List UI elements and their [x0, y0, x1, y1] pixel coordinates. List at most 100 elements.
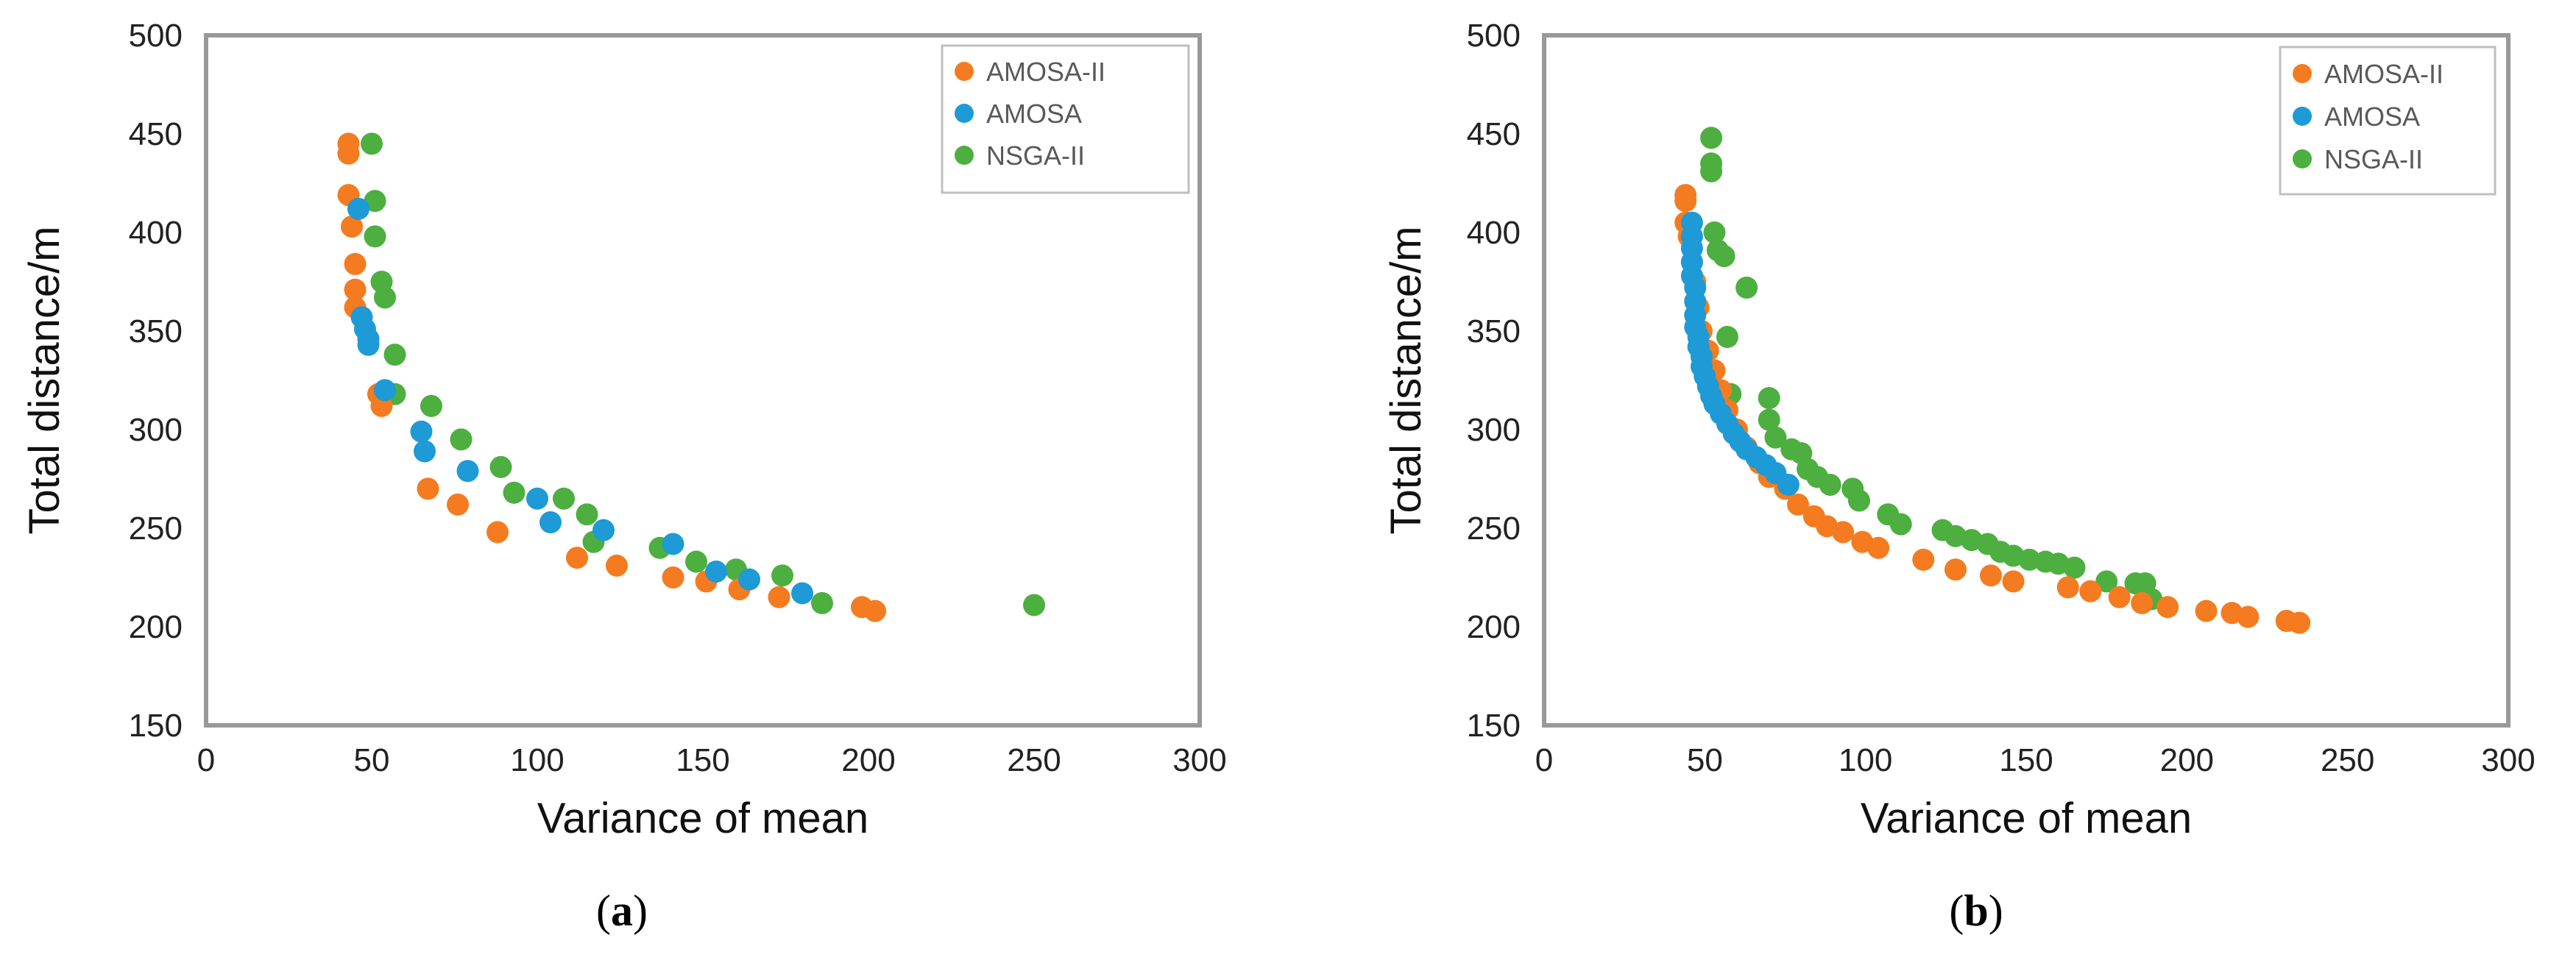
data-point-nsga-ii — [364, 225, 386, 248]
x-tick-label: 50 — [1687, 742, 1723, 778]
data-point-nsga-ii — [2095, 570, 2118, 593]
legend-label-amosa-ii: AMOSA-II — [986, 57, 1105, 87]
data-point-nsga-ii — [489, 455, 512, 478]
data-point-amosa-ii — [864, 600, 886, 622]
x-tick-label: 0 — [197, 742, 215, 778]
y-axis-title: Total distance/m — [1382, 226, 1430, 534]
y-tick-label: 150 — [1467, 708, 1521, 744]
data-point-amosa-ii — [1674, 190, 1697, 213]
data-point-nsga-ii — [685, 550, 707, 573]
data-point-nsga-ii — [1713, 245, 1735, 268]
data-point-amosa — [374, 379, 396, 402]
y-tick-label: 300 — [1467, 412, 1521, 448]
data-point-nsga-ii — [1703, 221, 1726, 243]
data-point-amosa-ii — [417, 477, 439, 500]
data-point-amosa-ii — [566, 547, 588, 569]
y-tick-label: 300 — [129, 412, 183, 448]
data-point-amosa — [662, 533, 684, 555]
x-axis-ticks: 0 50 100 150 200 250 300 — [197, 742, 1227, 778]
data-point-amosa-ii — [1786, 493, 1809, 516]
data-point-amosa — [414, 440, 436, 463]
data-point-nsga-ii — [1758, 387, 1780, 410]
data-point-amosa — [456, 460, 479, 483]
y-tick-label: 450 — [1467, 116, 1521, 152]
chart-panel-b: 0 50 100 150 200 250 300 150 200 250 300 350 400 450… — [1382, 18, 2536, 935]
y-axis-ticks: 150 200 250 300 350 400 450 500 — [129, 18, 183, 744]
data-point-amosa-ii — [2156, 596, 2179, 619]
y-tick-label: 350 — [1467, 313, 1521, 349]
y-axis-ticks: 150 200 250 300 350 400 450 500 — [1467, 18, 1521, 744]
data-point-amosa — [1777, 474, 1800, 497]
y-axis-title: Total distance/m — [21, 226, 68, 534]
data-point-nsga-ii — [1700, 127, 1723, 149]
y-tick-label: 250 — [129, 511, 183, 547]
data-point-nsga-ii — [1764, 426, 1787, 449]
y-tick-label: 500 — [129, 18, 183, 54]
y-tick-label: 250 — [1467, 511, 1521, 547]
x-axis-title: Variance of mean — [1861, 794, 2192, 842]
panel-label-letter: a — [611, 886, 633, 935]
legend: AMOSA-II AMOSA NSGA-II — [941, 44, 1190, 194]
data-point-amosa-ii — [606, 554, 628, 577]
x-axis-title: Variance of mean — [537, 794, 868, 842]
legend-marker-amosa-ii — [955, 62, 974, 81]
data-point-amosa — [791, 582, 813, 605]
x-axis-ticks: 0 50 100 150 200 250 300 — [1535, 742, 2536, 778]
data-point-amosa-ii — [662, 566, 684, 589]
chart-panel-a: 0 50 100 150 200 250 300 150 200 250 300 350 400 450… — [21, 18, 1227, 935]
data-point-amosa-ii — [768, 586, 790, 608]
data-point-amosa-ii — [2108, 586, 2131, 608]
y-tick-label: 350 — [129, 313, 183, 349]
data-point-amosa-ii — [1832, 521, 1855, 544]
data-point-nsga-ii — [2063, 556, 2086, 579]
data-point-nsga-ii — [450, 428, 473, 451]
legend-label-amosa: AMOSA — [986, 99, 1082, 129]
data-point-amosa — [738, 568, 760, 591]
legend-marker-nsga-ii — [955, 146, 974, 165]
data-point-amosa-ii — [337, 142, 360, 165]
data-point-nsga-ii — [1023, 594, 1045, 616]
data-point-amosa-ii — [1979, 564, 2002, 587]
legend-box — [2279, 46, 2497, 196]
legend-label-nsga-ii: NSGA-II — [986, 141, 1085, 171]
y-tick-label: 200 — [129, 609, 183, 645]
x-tick-label: 100 — [1839, 742, 1892, 778]
data-point-amosa-ii — [2056, 576, 2079, 599]
data-point-amosa-ii — [2195, 600, 2218, 622]
x-tick-label: 200 — [2160, 742, 2214, 778]
y-tick-label: 400 — [129, 215, 183, 251]
x-tick-label: 150 — [676, 742, 729, 778]
data-point-amosa-ii — [2131, 591, 2154, 614]
legend-label-amosa: AMOSA — [2324, 102, 2420, 132]
legend: AMOSA-II AMOSA NSGA-II — [2279, 46, 2497, 196]
data-point-amosa-ii — [344, 252, 367, 275]
legend-label-amosa-ii: AMOSA-II — [2324, 59, 2444, 89]
data-point-nsga-ii — [771, 564, 793, 587]
legend-marker-amosa — [2293, 107, 2312, 126]
y-tick-label: 500 — [1467, 18, 1521, 54]
data-point-nsga-ii — [420, 394, 442, 417]
x-tick-label: 0 — [1535, 742, 1553, 778]
data-point-nsga-ii — [553, 487, 575, 510]
data-point-amosa-ii — [2237, 605, 2260, 628]
legend-marker-amosa — [955, 104, 974, 123]
data-point-amosa — [347, 197, 369, 220]
x-tick-label: 50 — [354, 742, 390, 778]
data-point-amosa — [526, 487, 548, 510]
y-tick-label: 450 — [129, 116, 183, 152]
data-point-nsga-ii — [1735, 277, 1758, 299]
data-point-nsga-ii — [364, 190, 386, 213]
x-tick-label: 250 — [2321, 742, 2374, 778]
data-point-nsga-ii — [811, 591, 833, 614]
data-point-nsga-ii — [576, 503, 598, 526]
data-point-amosa-ii — [341, 215, 363, 238]
legend-marker-amosa-ii — [2293, 64, 2312, 83]
panel-label-letter: b — [1964, 886, 1988, 935]
data-point-nsga-ii — [1847, 489, 1870, 512]
data-point-amosa-ii — [2002, 570, 2025, 593]
panel-label-a: (a) — [596, 886, 648, 935]
data-point-nsga-ii — [383, 344, 406, 366]
scatter-points — [337, 132, 1045, 622]
plot-area-frame — [204, 33, 1202, 728]
